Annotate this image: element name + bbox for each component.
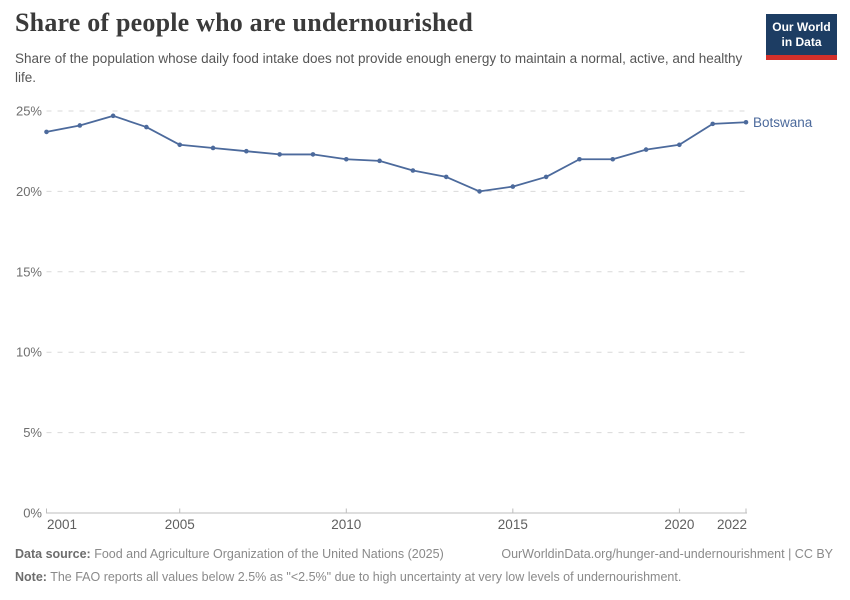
data-point: [743, 119, 749, 125]
logo-line-1: Our World: [772, 20, 831, 34]
y-axis-tick-label: 20%: [16, 184, 42, 199]
x-axis-tick-label: 2005: [165, 517, 195, 532]
data-point: [643, 147, 649, 152]
data-point: [410, 168, 416, 173]
data-point: [577, 156, 582, 162]
y-axis-tick-label: 25%: [16, 104, 42, 119]
data-source-text: Food and Agriculture Organization of the…: [94, 547, 444, 561]
note-label: Note:: [15, 569, 47, 584]
chart-subtitle: Share of the population whose daily food…: [15, 51, 743, 86]
data-point: [177, 142, 183, 148]
y-axis-tick-label: 15%: [16, 264, 42, 279]
x-axis-tick-label: 2020: [664, 517, 694, 532]
data-line-botswana: [45, 114, 747, 193]
y-axis-tick-label: 5%: [23, 425, 42, 440]
data-point: [343, 156, 349, 162]
x-axis-tick-label: 2001: [47, 517, 77, 532]
data-point: [510, 184, 516, 189]
data-point: [110, 113, 116, 119]
data-source-label: Data source:: [15, 547, 91, 561]
owid-url-link[interactable]: OurWorldinData.org/hunger-and-undernouri…: [501, 547, 833, 561]
data-point: [610, 156, 616, 162]
data-point: [543, 174, 549, 180]
data-point: [144, 124, 149, 130]
data-point: [677, 142, 682, 148]
data-point: [210, 145, 216, 151]
x-axis-tick-label: 2015: [498, 517, 528, 532]
data-point: [77, 123, 83, 128]
data-point: [710, 121, 715, 127]
page-title: Share of people who are undernourished: [15, 8, 474, 37]
series-label-botswana: Botswana: [753, 115, 813, 130]
data-point: [443, 174, 449, 180]
x-axis-tick-label: 2022: [717, 517, 747, 532]
data-point: [310, 152, 316, 157]
data-point: [277, 152, 282, 157]
note-text: The FAO reports all values below 2.5% as…: [50, 569, 682, 584]
y-axis-tick-label: 0%: [23, 506, 42, 521]
data-point: [477, 189, 482, 194]
data-point: [377, 158, 382, 164]
y-axis-tick-label: 10%: [16, 345, 42, 360]
data-source: Data source: Food and Agriculture Organi…: [15, 546, 444, 563]
chart-footer: Data source: Food and Agriculture Organi…: [15, 546, 833, 586]
chart-note: Note: The FAO reports all values below 2…: [15, 569, 833, 586]
owid-logo: Our World in Data: [766, 14, 837, 60]
x-axis-tick-label: 2010: [331, 517, 361, 532]
logo-line-2: in Data: [781, 35, 822, 49]
data-point: [244, 148, 249, 154]
data-point: [44, 129, 49, 135]
